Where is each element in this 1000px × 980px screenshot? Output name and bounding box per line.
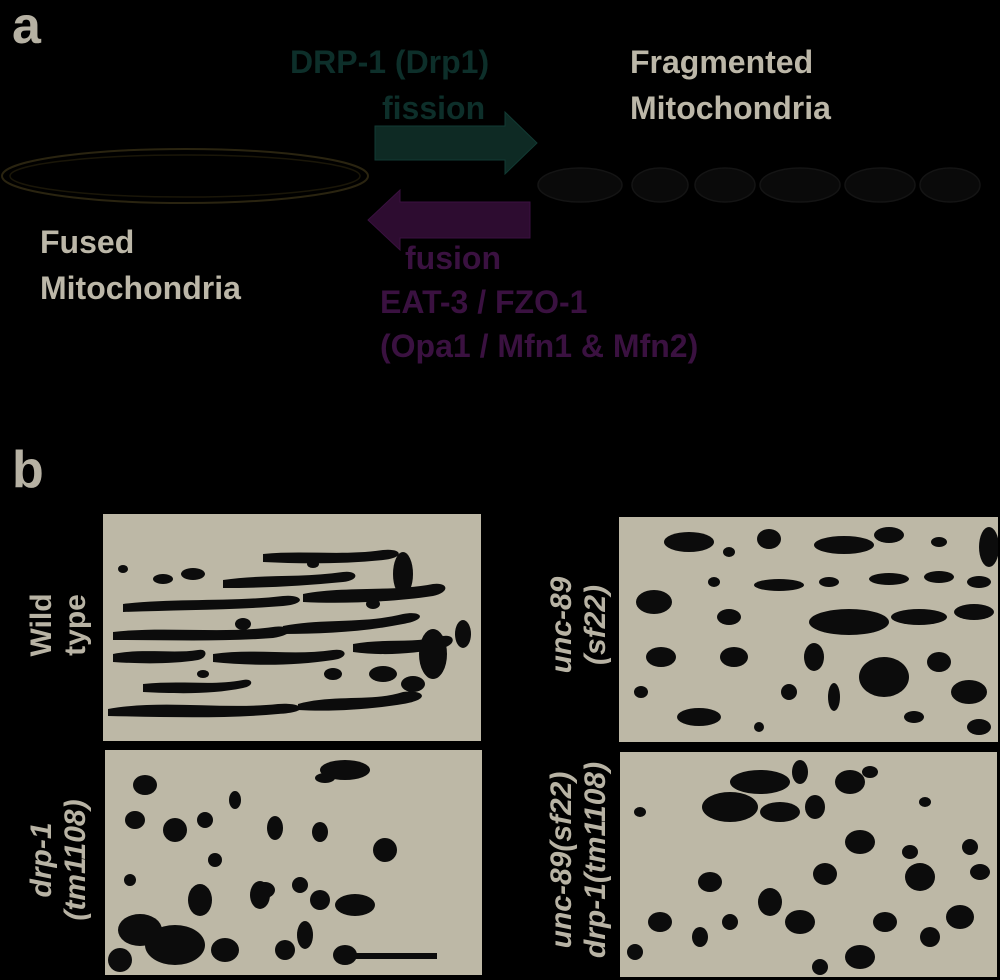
fission-arrow xyxy=(374,110,538,176)
label-wild-type-line2: type xyxy=(59,594,92,656)
fission-label: fission xyxy=(382,90,486,126)
label-drp-1: drp-1 (tm1108) xyxy=(25,750,93,970)
unc-89-mitochondria xyxy=(634,527,998,735)
label-drp-1-line2: (tm1108) xyxy=(59,799,92,921)
fused-label-line1: Fused xyxy=(40,224,135,260)
fused-mitochondrion-shape xyxy=(1,148,369,204)
drp-1-mitochondria xyxy=(108,760,437,972)
scale-bar xyxy=(353,953,437,959)
fusion-protein-line2: (Opa1 / Mfn1 & Mfn2) xyxy=(380,328,699,364)
fusion-label: fusion xyxy=(405,240,501,276)
fragmented-label-line2: Mitochondria xyxy=(630,90,831,126)
fragmented-label-line1: Fragmented xyxy=(630,44,814,80)
fused-label-line2: Mitochondria xyxy=(40,270,241,306)
double-mutant-mitochondria xyxy=(627,760,990,975)
fusion-protein-line1: EAT-3 / FZO-1 xyxy=(380,284,588,320)
micrograph-drp-1-tm1108 xyxy=(105,750,482,975)
panel-a-letter: a xyxy=(12,0,41,55)
fission-protein-label: DRP-1 (Drp1) xyxy=(290,44,490,80)
label-wild-type-line1: Wild xyxy=(25,593,58,657)
wild-type-mitochondria xyxy=(108,549,471,718)
micrograph-unc-89-sf22 xyxy=(619,517,998,742)
label-unc-89: unc-89 (sf22) xyxy=(545,520,613,730)
schematic-diagram xyxy=(1,110,981,252)
micrograph-wild-type xyxy=(103,514,481,741)
fusion-arrow xyxy=(367,188,531,252)
label-double-mutant: unc-89(sf22) drp-1(tm1108) xyxy=(545,745,613,975)
label-wild-type: Wild type xyxy=(25,540,93,710)
panel-b-letter: b xyxy=(12,441,44,499)
label-double-mutant-line1: unc-89(sf22) xyxy=(545,771,578,949)
micrograph-double-mutant xyxy=(620,752,997,977)
label-unc-89-line2: (sf22) xyxy=(579,584,612,666)
label-double-mutant-line2: drp-1(tm1108) xyxy=(579,761,612,959)
label-unc-89-line1: unc-89 xyxy=(545,576,578,674)
label-drp-1-line1: drp-1 xyxy=(25,822,58,898)
fragmented-mitochondria-shapes xyxy=(537,167,981,203)
